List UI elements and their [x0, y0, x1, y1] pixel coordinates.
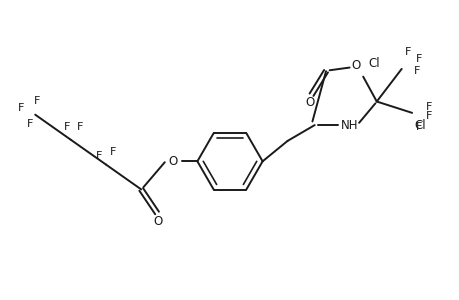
Text: F: F — [415, 122, 421, 132]
Text: F: F — [415, 54, 421, 64]
Text: O: O — [351, 59, 360, 72]
Text: NH: NH — [340, 118, 358, 132]
Text: O: O — [168, 155, 177, 168]
Text: Cl: Cl — [414, 119, 425, 132]
Text: F: F — [64, 122, 70, 132]
Text: Cl: Cl — [368, 57, 379, 70]
Text: F: F — [77, 122, 84, 132]
Text: F: F — [414, 66, 420, 76]
Text: F: F — [95, 151, 102, 161]
Text: O: O — [153, 214, 162, 228]
Text: O: O — [305, 96, 314, 110]
Text: F: F — [425, 102, 431, 112]
Text: F: F — [34, 96, 40, 106]
Text: F: F — [404, 47, 411, 57]
Text: F: F — [425, 112, 431, 122]
Text: F: F — [17, 103, 24, 113]
Text: F: F — [109, 147, 116, 157]
Text: F: F — [27, 119, 33, 129]
